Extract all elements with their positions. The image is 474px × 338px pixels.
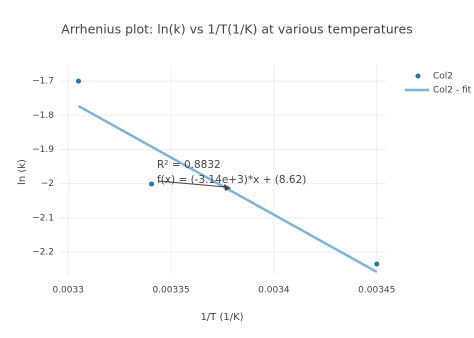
legend-symbol — [415, 73, 421, 79]
y-tick-label: −2.1 — [32, 213, 54, 223]
annotation-arrow — [157, 180, 227, 188]
x-tick-label: 0.00335 — [152, 286, 189, 296]
x-axis-title: 1/T (1/K) — [200, 312, 243, 323]
y-tick-label: −2 — [41, 179, 54, 189]
x-tick-label: 0.0033 — [52, 286, 84, 296]
point — [149, 181, 155, 187]
point — [76, 78, 82, 84]
annotation: R² = 0.8832 — [157, 159, 221, 171]
y-axis-title: ln (k) — [17, 159, 28, 185]
legend-label: Col2 — [433, 72, 453, 82]
x-tick-label: 0.0034 — [258, 286, 290, 296]
chart-title: Arrhenius plot: ln(k) vs 1/T(1/K) at var… — [61, 22, 412, 37]
y-tick-label: −1.8 — [32, 111, 54, 121]
y-tick-label: −2.2 — [32, 248, 54, 258]
legend-label: Col2 - fit — [433, 86, 472, 96]
point — [374, 261, 380, 267]
annotation: f(x) = (-3.14e+3)*x + (8.62) — [157, 174, 306, 186]
y-tick-label: −1.7 — [32, 77, 54, 87]
y-tick-label: −1.9 — [32, 145, 54, 155]
x-tick-label: 0.00345 — [358, 286, 395, 296]
annotation-arrowhead — [224, 184, 231, 191]
